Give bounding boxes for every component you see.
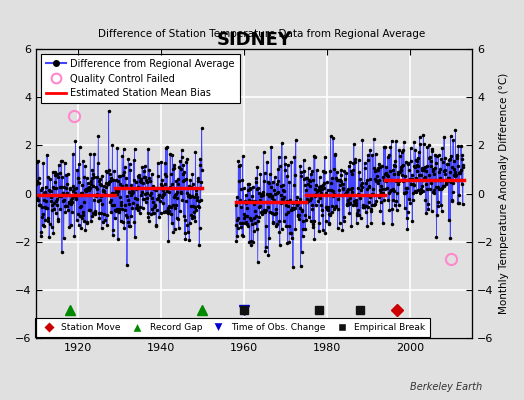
Legend: Station Move, Record Gap, Time of Obs. Change, Empirical Break: Station Move, Record Gap, Time of Obs. C… [35, 318, 430, 336]
Text: Difference of Station Temperature Data from Regional Average: Difference of Station Temperature Data f… [99, 29, 425, 39]
Text: Berkeley Earth: Berkeley Earth [410, 382, 482, 392]
Y-axis label: Monthly Temperature Anomaly Difference (°C): Monthly Temperature Anomaly Difference (… [499, 73, 509, 314]
Title: SIDNEY: SIDNEY [217, 31, 292, 49]
